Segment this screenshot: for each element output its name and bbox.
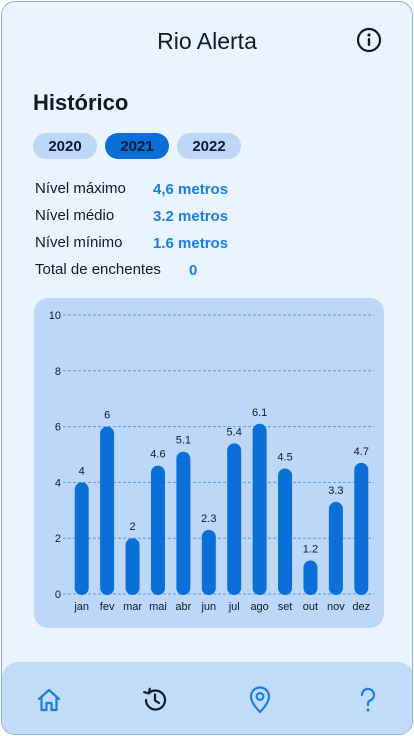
x-tick-label: mai [149,601,167,613]
data-label: 2.3 [201,513,216,525]
y-tick-label: 2 [55,533,61,545]
data-label: 3.3 [328,485,343,497]
year-tabs: 2020 2021 2022 [33,133,241,159]
monthly-level-chart: 0 2 4 6 8 10 4 jan 6 fev 2 mar 4.6 mai 5.1 abr 2.3 jun 5.4… [49,310,374,613]
x-tick-label: set [278,601,293,613]
x-tick-label: mar [123,601,142,613]
nav-location[interactable] [244,684,276,716]
data-label: 6.1 [252,407,267,419]
info-circle-icon [356,27,382,53]
nav-history[interactable] [139,684,171,716]
y-tick-label: 6 [55,422,61,434]
x-tick-label: jul [228,601,240,613]
bar [74,482,89,595]
bar [227,443,242,595]
bar [176,451,191,595]
help-question-icon [360,687,376,712]
stat-label: Total de enchentes [35,261,161,278]
data-label: 4.6 [150,449,165,461]
data-label: 4.7 [354,446,369,458]
bar [303,560,318,595]
stat-value: 3.2 metros [153,208,229,225]
bar [252,423,267,595]
stat-value: 4,6 metros [153,181,229,198]
bar [328,501,343,595]
stat-label: Nível mínimo [35,234,123,251]
data-label: 4 [79,465,85,477]
info-button[interactable] [355,26,383,54]
x-tick-label: nov [327,601,345,613]
chart-card: 0 2 4 6 8 10 4 jan 6 fev 2 mar 4.6 mai 5.1 abr 2.3 jun 5.4… [34,298,384,628]
y-tick-label: 4 [55,477,61,489]
stat-label: Nível médio [35,207,115,224]
history-icon [143,687,167,711]
app-header: Rio Alerta [2,2,412,80]
y-tick-label: 0 [55,589,61,601]
year-tab-2022[interactable]: 2022 [177,133,241,159]
y-tick-label: 8 [55,366,61,378]
x-tick-label: abr [175,601,191,613]
stat-value: 1.6 metros [153,235,229,252]
y-tick-label: 10 [49,310,61,322]
x-tick-label: dez [352,601,370,613]
bar [278,468,293,595]
stat-value: 0 [189,262,198,279]
x-tick-label: fev [100,601,115,613]
nav-help[interactable] [352,684,384,716]
bar [201,529,216,595]
data-label: 2 [129,521,135,533]
app-title: Rio Alerta [157,28,257,54]
bar [150,465,165,595]
location-pin-icon [249,686,271,714]
bar [354,462,369,595]
x-tick-label: out [303,601,318,613]
x-tick-label: jun [200,601,216,613]
stat-label: Nível máximo [35,180,126,197]
data-label: 5.4 [227,426,242,438]
data-label: 1.2 [303,544,318,556]
year-tab-2020[interactable]: 2020 [33,133,97,159]
x-tick-label: ago [250,601,268,613]
section-title: Histórico [33,90,129,115]
nav-home[interactable] [33,684,65,716]
bar [125,538,140,595]
home-icon [37,688,61,712]
data-label: 4.5 [277,451,292,463]
x-tick-label: jan [73,601,89,613]
bottom-nav [2,662,412,734]
data-label: 5.1 [176,435,191,447]
data-label: 6 [104,410,110,422]
bar [100,426,115,595]
year-tab-2021[interactable]: 2021 [105,133,169,159]
